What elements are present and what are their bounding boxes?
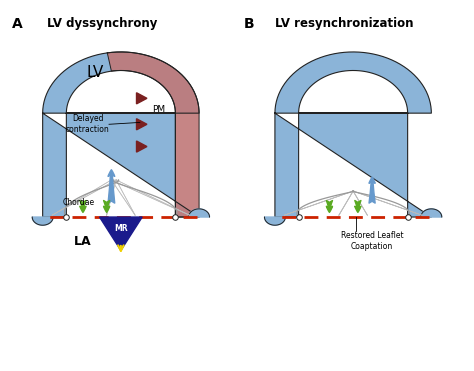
Text: A: A [12,17,23,31]
Polygon shape [32,217,53,225]
Text: Chordae: Chordae [62,198,94,207]
Polygon shape [137,119,147,130]
Text: PM: PM [152,105,165,114]
Polygon shape [100,217,142,250]
Polygon shape [43,52,199,217]
Text: LV resynchronization: LV resynchronization [275,17,413,30]
Polygon shape [107,52,199,217]
Text: MR: MR [114,224,128,233]
Polygon shape [275,52,431,217]
Text: LA: LA [74,234,92,248]
Text: Restored Leaflet
Coaptation: Restored Leaflet Coaptation [341,231,403,251]
Polygon shape [137,93,147,104]
Polygon shape [189,209,210,217]
Text: B: B [244,17,255,31]
Text: Delayed
contraction: Delayed contraction [66,114,109,134]
Text: LV: LV [86,65,103,80]
Polygon shape [421,209,442,217]
Polygon shape [264,217,285,225]
Text: LV dyssynchrony: LV dyssynchrony [47,17,158,30]
Polygon shape [137,141,147,152]
